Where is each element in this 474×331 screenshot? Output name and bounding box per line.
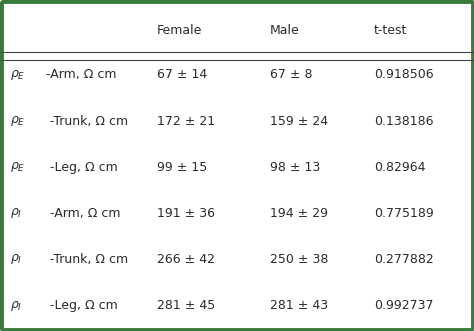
Text: 250 ± 38: 250 ± 38 <box>270 253 328 266</box>
Text: 281 ± 43: 281 ± 43 <box>270 299 328 312</box>
Text: -Arm, Ω cm: -Arm, Ω cm <box>46 69 116 81</box>
Text: -Trunk, Ω cm: -Trunk, Ω cm <box>46 253 128 266</box>
Text: $\rho_E$: $\rho_E$ <box>10 114 26 128</box>
Text: $\rho_I$: $\rho_I$ <box>10 253 22 266</box>
Text: $\rho_E$: $\rho_E$ <box>10 68 26 82</box>
Text: 0.918506: 0.918506 <box>374 69 434 81</box>
Text: 0.138186: 0.138186 <box>374 115 434 127</box>
Text: 99 ± 15: 99 ± 15 <box>156 161 207 174</box>
Text: Female: Female <box>156 24 202 37</box>
Text: 0.277882: 0.277882 <box>374 253 434 266</box>
Text: -Leg, Ω cm: -Leg, Ω cm <box>46 161 118 174</box>
Text: 0.82964: 0.82964 <box>374 161 426 174</box>
Text: Male: Male <box>270 24 300 37</box>
Text: -Arm, Ω cm: -Arm, Ω cm <box>46 207 120 220</box>
Text: 0.775189: 0.775189 <box>374 207 434 220</box>
Text: 0.992737: 0.992737 <box>374 299 434 312</box>
Text: $\rho_E$: $\rho_E$ <box>10 160 26 174</box>
Text: 191 ± 36: 191 ± 36 <box>156 207 215 220</box>
Text: 172 ± 21: 172 ± 21 <box>156 115 215 127</box>
Text: 266 ± 42: 266 ± 42 <box>156 253 215 266</box>
Text: 159 ± 24: 159 ± 24 <box>270 115 328 127</box>
Text: $\rho_I$: $\rho_I$ <box>10 299 22 312</box>
Text: -Trunk, Ω cm: -Trunk, Ω cm <box>46 115 128 127</box>
Text: -Leg, Ω cm: -Leg, Ω cm <box>46 299 118 312</box>
Text: 281 ± 45: 281 ± 45 <box>156 299 215 312</box>
Text: $\rho_I$: $\rho_I$ <box>10 206 22 220</box>
Text: 98 ± 13: 98 ± 13 <box>270 161 320 174</box>
Text: 67 ± 14: 67 ± 14 <box>156 69 207 81</box>
Text: t-test: t-test <box>374 24 408 37</box>
Text: 194 ± 29: 194 ± 29 <box>270 207 328 220</box>
Text: 67 ± 8: 67 ± 8 <box>270 69 312 81</box>
